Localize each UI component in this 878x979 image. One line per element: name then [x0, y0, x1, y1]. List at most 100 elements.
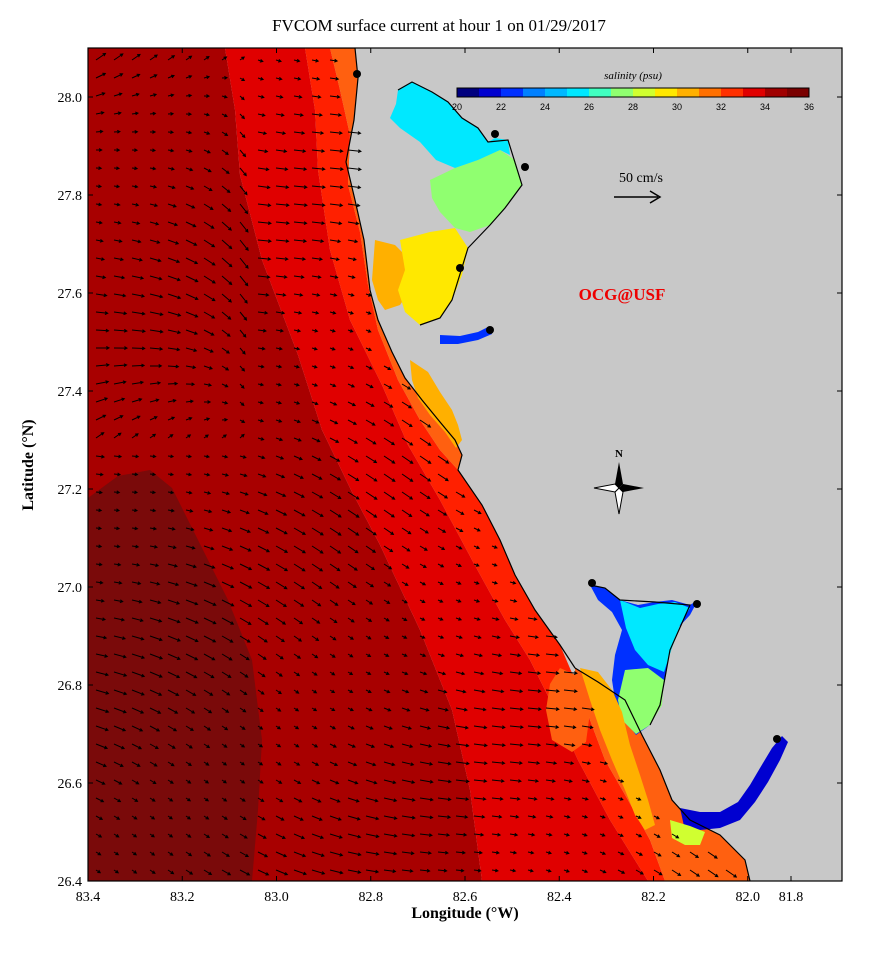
current-vector: [329, 635, 337, 641]
current-vector: [329, 563, 341, 572]
current-vector: [347, 401, 357, 407]
current-vector: [185, 779, 192, 784]
current-vector: [473, 850, 483, 855]
current-vector: [419, 797, 434, 802]
current-vector: [455, 761, 470, 766]
station-markers: [353, 70, 781, 743]
current-vector: [293, 275, 305, 279]
current-vector: [329, 149, 344, 153]
current-vector: [167, 599, 181, 605]
current-vector: [365, 491, 378, 500]
colorbar-tick-label: 34: [760, 102, 770, 112]
current-vector: [239, 779, 246, 784]
current-vector: [221, 417, 229, 422]
current-vector: [131, 433, 139, 439]
current-vector: [275, 364, 283, 369]
current-vector: [113, 166, 121, 171]
charlotte-harbor-upper: [620, 600, 690, 672]
current-vector: [293, 401, 301, 405]
current-vector: [239, 725, 246, 730]
current-vector: [365, 653, 372, 658]
current-vector: [221, 257, 233, 268]
current-vector: [131, 293, 145, 298]
current-vector: [185, 93, 193, 98]
current-vector: [203, 311, 216, 319]
current-vector: [293, 725, 300, 730]
current-vector: [221, 167, 230, 175]
current-vector: [113, 346, 129, 350]
current-vector: [455, 545, 463, 550]
current-vector: [563, 850, 570, 855]
current-vector: [239, 419, 246, 423]
current-vector: [365, 779, 378, 785]
current-vector: [149, 275, 163, 281]
current-vector: [239, 851, 250, 857]
station-marker: [456, 264, 464, 272]
current-vector: [113, 779, 123, 785]
current-vector: [329, 851, 344, 857]
compass-needle-north: [615, 462, 623, 488]
current-vector: [257, 437, 265, 441]
current-vector: [167, 563, 178, 568]
current-vector: [419, 545, 428, 551]
current-vector: [509, 779, 522, 783]
current-vector: [473, 707, 487, 712]
current-vector: [113, 544, 121, 549]
current-vector: [311, 113, 323, 117]
current-vector: [635, 851, 644, 856]
current-vector: [329, 293, 338, 297]
current-vector: [167, 347, 181, 352]
current-vector: [599, 833, 606, 837]
current-vector: [239, 509, 250, 515]
current-vector: [203, 689, 214, 696]
current-vector: [95, 363, 110, 367]
plot-area: [88, 48, 842, 881]
current-vector: [185, 365, 197, 370]
y-tick-label: 28.0: [58, 91, 83, 106]
current-vector: [221, 239, 233, 250]
current-vector: [509, 707, 524, 711]
y-tick-label: 27.0: [58, 581, 83, 596]
colorbar-tick-label: 26: [584, 102, 594, 112]
current-vector: [365, 545, 377, 553]
current-vector: [149, 508, 157, 513]
current-vector: [95, 311, 109, 315]
current-vector: [635, 797, 642, 801]
current-vector: [419, 581, 427, 586]
current-vector: [491, 725, 506, 730]
current-vector: [95, 472, 104, 477]
current-vector: [329, 167, 344, 171]
current-vector: [617, 779, 625, 783]
current-vector: [293, 328, 302, 333]
current-vector: [437, 707, 449, 712]
current-vector: [185, 185, 195, 190]
current-vector: [401, 725, 413, 730]
current-vector: [167, 527, 176, 531]
current-vector: [419, 671, 428, 676]
current-vector: [347, 581, 357, 588]
current-vector: [95, 328, 110, 333]
current-vector: [95, 184, 103, 189]
current-vector: [527, 653, 541, 657]
current-vector: [401, 707, 411, 712]
current-vector: [311, 509, 324, 517]
current-vector: [293, 689, 300, 694]
current-vector: [383, 599, 391, 604]
current-vector: [401, 491, 414, 500]
current-vector: [95, 454, 106, 459]
current-vector: [293, 311, 303, 315]
current-vector: [581, 779, 590, 783]
current-vector: [167, 797, 174, 802]
current-vector: [293, 617, 304, 625]
current-vector: [185, 671, 198, 679]
colorbar-swatch: [765, 88, 788, 97]
current-vector: [329, 239, 342, 244]
current-vector: [329, 275, 339, 279]
credit-label: OCG@USF: [579, 285, 666, 304]
current-vector: [347, 239, 359, 244]
current-vector: [275, 707, 282, 712]
midshelf-water: [225, 48, 648, 881]
current-vector: [275, 203, 290, 207]
current-vector: [113, 635, 127, 640]
